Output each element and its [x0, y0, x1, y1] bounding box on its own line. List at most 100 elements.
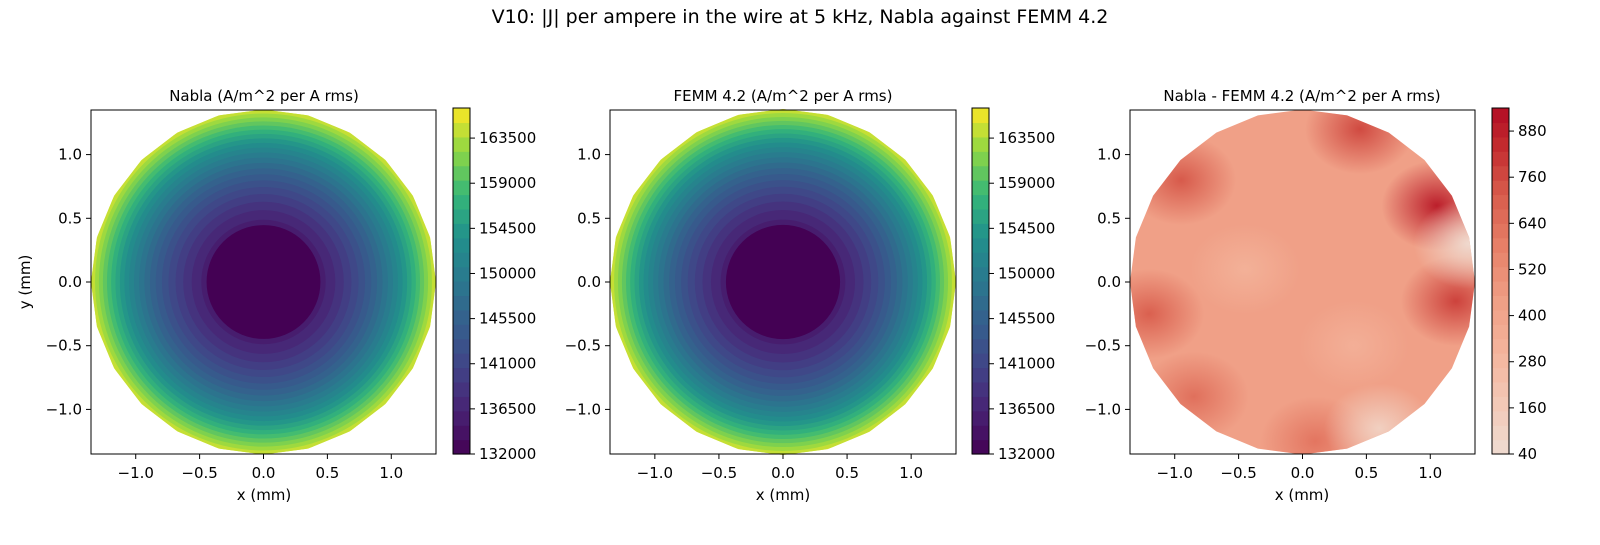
colorbar-segment [972, 353, 989, 369]
colorbar-segment [1492, 180, 1509, 196]
colorbar-segment [453, 396, 470, 412]
contour-band [206, 225, 321, 339]
colorbar-tick-label: 160 [1518, 399, 1547, 417]
y-tick-label: 0.5 [58, 209, 82, 227]
x-tick-label: −1.0 [637, 464, 673, 482]
colorbar-tick-label: 154500 [479, 219, 536, 237]
y-tick-label: −0.5 [565, 337, 601, 355]
colorbar-segment [453, 122, 470, 138]
x-tick-label: 1.0 [1418, 464, 1442, 482]
colorbar-segment [1492, 338, 1509, 354]
colorbar-segment [453, 309, 470, 325]
colorbar-segment [1492, 324, 1509, 340]
colorbar-segment [1492, 309, 1509, 325]
panel-femm: FEMM 4.2 (A/m^2 per A rms) −1.0 −0.5 0.0 0.… [565, 87, 1056, 504]
colorbar-tick-label: 145500 [998, 310, 1055, 328]
colorbar-tick-label: 132000 [479, 445, 536, 463]
colorbar: 40 160 280 400 520 640 760 880 [1491, 107, 1547, 463]
colorbar-segment [1492, 208, 1509, 224]
contour-band [1130, 268, 1205, 359]
y-tick-label: 1.0 [577, 146, 601, 164]
x-tick-label: 0.5 [315, 464, 339, 482]
colorbar-segment [972, 252, 989, 268]
contour-band [725, 224, 841, 340]
y-tick-label: 0.0 [58, 273, 82, 291]
colorbar-segment [972, 237, 989, 253]
colorbar-segment [972, 309, 989, 325]
panel-title: FEMM 4.2 (A/m^2 per A rms) [674, 87, 893, 105]
colorbar-tick-label: 880 [1518, 122, 1547, 140]
colorbar-segment [1492, 410, 1509, 426]
colorbar-tick-label: 40 [1518, 445, 1537, 463]
x-axis-ticks: −1.0 −0.5 0.0 0.5 1.0 [118, 454, 403, 482]
colorbar-frame [971, 107, 990, 455]
colorbar-tick-label: 400 [1518, 307, 1547, 325]
colorbar-tick-label: 159000 [479, 174, 536, 192]
x-tick-label: −1.0 [1157, 464, 1193, 482]
y-tick-label: 0.0 [1097, 273, 1121, 291]
contour-band [1130, 135, 1237, 226]
colorbar-segment [972, 208, 989, 224]
contour-band [1298, 300, 1409, 391]
colorbar-segment [972, 194, 989, 210]
colorbar-segment [1492, 353, 1509, 369]
colorbar-segment [972, 425, 989, 441]
colorbar-segment [1492, 295, 1509, 311]
contour-plot [1130, 109, 1475, 455]
colorbar-tick-label: 154500 [998, 219, 1055, 237]
colorbar-segment [453, 208, 470, 224]
x-tick-label: 0.5 [835, 464, 859, 482]
colorbar-segment [1492, 136, 1509, 152]
colorbar-tick-label: 141000 [479, 355, 536, 373]
x-tick-label: 0.0 [1291, 464, 1315, 482]
colorbar-segment [972, 295, 989, 311]
y-tick-label: 1.0 [1097, 146, 1121, 164]
colorbar-segment [453, 410, 470, 426]
colorbar-tick-label: 132000 [998, 445, 1055, 463]
colorbar-segment [972, 223, 989, 239]
colorbar-segment [1492, 151, 1509, 167]
colorbar-segment [453, 180, 470, 196]
colorbar-segment [972, 281, 989, 297]
x-tick-label: −1.0 [118, 464, 154, 482]
colorbar-tick-label: 159000 [998, 174, 1055, 192]
colorbar-segment [453, 295, 470, 311]
colorbar-segment [1492, 396, 1509, 412]
y-axis-ticks: 1.0 0.5 0.0 −0.5 −1.0 [565, 146, 610, 418]
panel-title: Nabla - FEMM 4.2 (A/m^2 per A rms) [1163, 87, 1440, 105]
x-axis-label: x (mm) [237, 486, 292, 504]
colorbar-segment [972, 266, 989, 282]
x-tick-label: 0.0 [771, 464, 795, 482]
colorbar-segment [1492, 367, 1509, 383]
colorbar-segment [453, 252, 470, 268]
x-tick-label: −0.5 [181, 464, 217, 482]
colorbar-segment [453, 338, 470, 354]
colorbar-frame [452, 107, 471, 455]
colorbar-segment [972, 122, 989, 138]
x-tick-label: 0.5 [1354, 464, 1378, 482]
contour-band [1190, 224, 1300, 315]
colorbar-segment [1492, 425, 1509, 441]
colorbar-segment [972, 108, 989, 124]
colorbar-tick-label: 136500 [479, 400, 536, 418]
y-tick-label: −1.0 [565, 400, 601, 418]
colorbar-segment [453, 237, 470, 253]
panel-title: Nabla (A/m^2 per A rms) [169, 87, 359, 105]
y-tick-label: −1.0 [1085, 400, 1121, 418]
colorbar-segment [453, 136, 470, 152]
colorbar-segment [972, 396, 989, 412]
y-axis-ticks: 1.0 0.5 0.0 −0.5 −1.0 [1085, 146, 1130, 418]
x-tick-label: −0.5 [1220, 464, 1256, 482]
colorbar-segment [972, 165, 989, 181]
colorbar-tick-label: 640 [1518, 214, 1547, 232]
colorbar-segment [1492, 108, 1509, 124]
x-axis-label: x (mm) [1275, 486, 1330, 504]
x-axis-ticks: −1.0 −0.5 0.0 0.5 1.0 [1157, 454, 1442, 482]
colorbar-segment [453, 281, 470, 297]
colorbar-segment [453, 151, 470, 167]
colorbar-tick-label: 520 [1518, 260, 1547, 278]
colorbar-segment [972, 381, 989, 397]
colorbar-segment [1492, 381, 1509, 397]
y-tick-label: −0.5 [46, 337, 82, 355]
